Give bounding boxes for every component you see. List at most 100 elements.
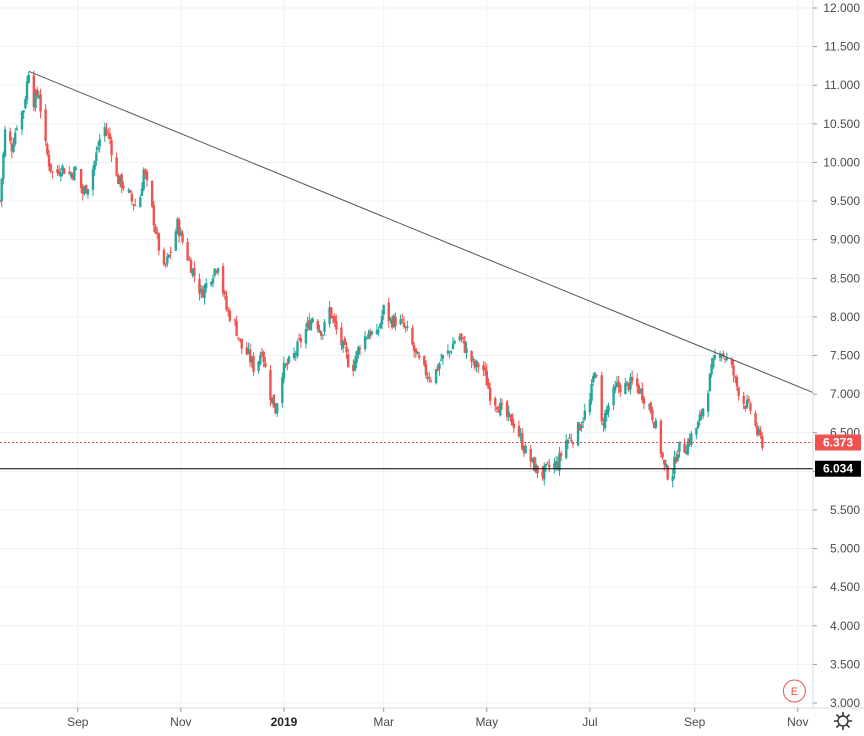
- candle: [341, 340, 345, 353]
- candle: [365, 336, 368, 340]
- candle: [238, 338, 242, 343]
- candle: [181, 230, 184, 245]
- candle: [34, 88, 37, 112]
- candle: [448, 350, 451, 359]
- candle: [275, 402, 279, 417]
- plot-area[interactable]: [0, 70, 764, 488]
- price-tick-label: 9.000: [830, 233, 860, 247]
- price-tick-label: 5.500: [830, 503, 860, 517]
- candle: [588, 392, 592, 416]
- candle: [150, 180, 154, 208]
- candle: [85, 184, 88, 194]
- candle: [673, 450, 676, 479]
- candle: [122, 181, 125, 192]
- candle: [274, 402, 277, 415]
- candle: [735, 374, 739, 391]
- candle: [707, 390, 710, 418]
- candle: [612, 384, 615, 411]
- candle: [387, 297, 390, 328]
- candle: [189, 256, 193, 273]
- candle: [115, 152, 118, 177]
- candle: [453, 339, 456, 345]
- time-tick-label: Sep: [684, 715, 706, 729]
- candle: [576, 421, 580, 447]
- candle: [294, 351, 297, 362]
- price-tick-label: 11.500: [824, 40, 860, 54]
- candle: [132, 203, 135, 211]
- candle: [695, 427, 698, 440]
- price-tick-label: 5.000: [830, 542, 860, 556]
- time-axis[interactable]: [0, 708, 813, 736]
- candle: [436, 363, 439, 372]
- candle: [654, 417, 658, 430]
- candle: [252, 352, 255, 376]
- candle: [485, 363, 488, 386]
- candle: [465, 341, 468, 359]
- candle: [401, 313, 404, 324]
- price-tick-label: 7.000: [830, 387, 860, 401]
- last-price-label: 6.373: [815, 434, 861, 451]
- candle: [600, 371, 603, 425]
- candle: [723, 357, 727, 364]
- candle: [188, 255, 191, 261]
- candle: [641, 382, 644, 404]
- candle: [233, 318, 237, 326]
- candle: [319, 330, 323, 340]
- gear-icon[interactable]: [833, 711, 853, 731]
- last-price-value: 6.373: [823, 436, 853, 450]
- candle: [262, 350, 265, 368]
- time-tick-label: Mar: [373, 715, 394, 729]
- candle: [487, 378, 490, 390]
- candle: [269, 364, 272, 407]
- candle: [392, 313, 396, 329]
- candle: [522, 444, 526, 457]
- candle: [213, 267, 216, 278]
- candle: [411, 324, 414, 346]
- candle: [642, 395, 646, 410]
- candle: [221, 263, 225, 297]
- candle: [446, 344, 450, 356]
- trend-line[interactable]: [28, 70, 814, 394]
- candle: [210, 281, 213, 287]
- candle: [389, 317, 392, 324]
- candle: [674, 451, 678, 464]
- candle: [690, 431, 693, 448]
- candle: [450, 350, 453, 355]
- time-tick-label: Sep: [67, 715, 89, 729]
- candle: [284, 363, 287, 369]
- candle: [309, 317, 313, 332]
- candle: [20, 110, 24, 135]
- candle: [61, 164, 64, 177]
- candle: [215, 269, 218, 275]
- earnings-marker[interactable]: E: [782, 679, 806, 703]
- candle: [225, 290, 228, 312]
- candle: [685, 445, 688, 455]
- candle: [676, 449, 679, 462]
- candle: [394, 312, 397, 331]
- candle: [223, 289, 227, 300]
- candle: [15, 125, 19, 132]
- candle: [423, 355, 426, 367]
- candle: [406, 320, 409, 331]
- candle: [756, 422, 759, 438]
- price-tick-label: 9.500: [830, 194, 860, 208]
- candle: [671, 469, 674, 488]
- price-tick-label: 11.000: [824, 78, 860, 92]
- candle: [191, 268, 194, 278]
- candle: [553, 457, 556, 474]
- candle: [583, 403, 587, 422]
- time-axis-ticks: Sep Nov 2019 Mar May Jul Sep Nov: [67, 708, 808, 729]
- candle: [81, 184, 85, 201]
- price-axis[interactable]: [813, 0, 864, 708]
- candle: [402, 316, 406, 329]
- candle: [193, 261, 196, 283]
- candle: [590, 379, 593, 405]
- candle: [331, 315, 335, 324]
- candle: [311, 317, 314, 324]
- candle: [417, 351, 421, 360]
- candle: [744, 405, 747, 412]
- candle: [379, 322, 382, 330]
- candle: [174, 228, 177, 252]
- candle: [499, 398, 502, 417]
